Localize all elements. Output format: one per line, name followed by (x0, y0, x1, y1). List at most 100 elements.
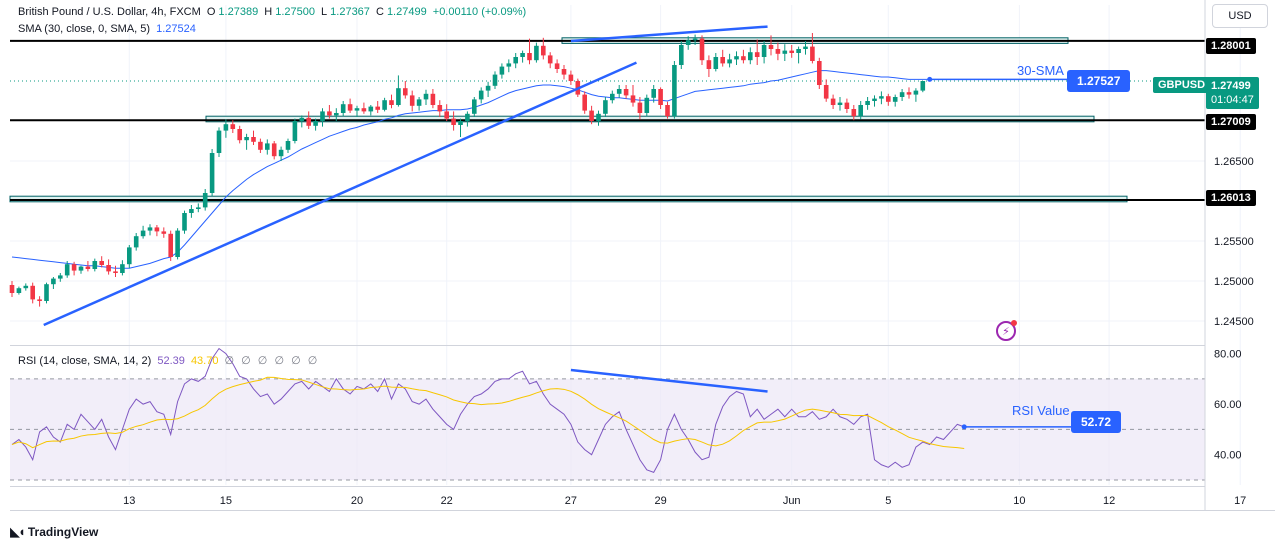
candles (9, 33, 926, 307)
y-tick-label: 1.24500 (1214, 316, 1254, 328)
currency-button[interactable]: USD (1212, 4, 1268, 28)
candle-body-47 (334, 113, 339, 116)
x-tick-label: 22 (441, 495, 453, 507)
high-value: 1.27500 (275, 6, 315, 18)
candle-body-61 (430, 93, 436, 105)
candle-body-39 (278, 149, 284, 157)
candle-body-63 (444, 111, 449, 119)
candle-body-97 (679, 45, 684, 65)
candle-body-62 (437, 105, 443, 112)
sma-title: SMA (30, close, 0, SMA, 5) (18, 23, 151, 35)
candle-body-41 (292, 121, 298, 141)
candle-body-119 (830, 98, 836, 105)
candle-body-51 (361, 108, 367, 112)
candle-body-117 (817, 61, 822, 85)
symbol-tag: GBPUSD (1153, 77, 1211, 93)
sma-annotation-dot (927, 76, 933, 82)
branding-text: TradingView (27, 525, 99, 539)
candle-body-99 (692, 38, 698, 41)
candle-body-30 (216, 130, 222, 153)
candle-body-68 (478, 90, 484, 100)
tradingview-mark-icon: ◣◖ (10, 524, 26, 539)
close-value: 1.27499 (386, 6, 427, 18)
rsi-annotation-tag: 52.72 (1071, 411, 1122, 433)
candle-body-111 (775, 49, 781, 54)
x-tick-label: 12 (1103, 495, 1115, 507)
candle-body-67 (472, 99, 477, 114)
candle-body-130 (906, 92, 912, 95)
candle-body-14 (106, 265, 111, 272)
x-tick-label: 10 (1013, 495, 1025, 507)
x-tick-label: 17 (1234, 495, 1246, 507)
rsi-y-tick-label: 80.00 (1214, 349, 1242, 361)
candle-body-12 (92, 261, 98, 269)
y-tick-label: 1.25500 (1214, 236, 1254, 248)
candle-body-27 (196, 207, 201, 209)
rsi-annotation-dot (961, 424, 967, 430)
sma-legend[interactable]: SMA (30, close, 0, SMA, 5) 1.27524 (18, 23, 199, 35)
candle-body-131 (913, 90, 919, 95)
candle-body-50 (354, 108, 360, 111)
candle-body-26 (189, 209, 194, 213)
candle-body-55 (389, 100, 394, 105)
rsi-ma-line (11, 376, 965, 450)
candle-body-52 (368, 106, 374, 112)
tradingview-logo[interactable]: ◣◖ TradingView (10, 524, 98, 540)
low-label: L (321, 6, 328, 18)
last-price: 1.27499 (1211, 80, 1251, 92)
candle-body-21 (154, 227, 160, 232)
candle-body-113 (789, 50, 794, 53)
change-value: +0.00110 (+0.09%) (432, 6, 527, 18)
candle-body-46 (327, 111, 332, 116)
candle-body-81 (568, 74, 574, 81)
candle-body-3 (30, 285, 35, 300)
candle-body-60 (423, 93, 429, 100)
candle-body-93 (651, 89, 656, 98)
level-tag-2: 1.27009 (1206, 114, 1256, 130)
lightning-icon[interactable]: ⚡ (996, 320, 1017, 341)
rsi-divergence-line (570, 368, 768, 393)
close-label: C (375, 6, 384, 18)
candle-body-122 (851, 109, 857, 117)
level-tag-1: 1.28001 (1206, 38, 1256, 54)
candle-body-84 (589, 110, 594, 121)
symbol-title: British Pound / U.S. Dollar, 4h, FXCM (18, 6, 201, 18)
candle-body-65 (458, 121, 463, 125)
candle-body-8 (64, 264, 70, 276)
candle-body-78 (547, 55, 553, 64)
candle-body-53 (375, 106, 380, 110)
candle-body-36 (258, 141, 263, 150)
rsi-line (11, 347, 965, 473)
candle-body-70 (492, 74, 498, 86)
candle-body-128 (892, 97, 898, 102)
rsi-empty-values: ∅ ∅ ∅ ∅ ∅ ∅ (224, 355, 320, 367)
countdown: 01:04:47 (1211, 94, 1254, 106)
candle-body-121 (844, 102, 850, 109)
last-price-tag: 1.27499 01:04:47 (1206, 77, 1259, 109)
candle-body-129 (899, 92, 905, 97)
candle-body-10 (78, 266, 84, 271)
y-tick-label: 1.26500 (1214, 156, 1254, 168)
trendlines (43, 25, 768, 393)
candle-body-95 (665, 105, 670, 117)
candle-body-112 (782, 50, 788, 54)
candle-body-76 (534, 45, 539, 61)
support-resistance-zones (9, 37, 1205, 203)
candle-body-17 (127, 247, 132, 265)
candle-body-108 (754, 52, 760, 57)
candle-body-20 (147, 227, 153, 231)
x-tick-label: 29 (654, 495, 666, 507)
candle-body-18 (133, 236, 139, 248)
price-upper-trend-line (570, 25, 768, 43)
candle-body-110 (768, 45, 774, 49)
candle-body-125 (872, 98, 877, 101)
candle-body-59 (416, 99, 422, 106)
candle-body-109 (761, 45, 767, 57)
candle-body-58 (409, 95, 415, 106)
rsi-legend[interactable]: RSI (14, close, SMA, 14, 2) 52.39 43.70 … (18, 354, 322, 367)
candle-body-88 (616, 89, 622, 94)
candle-body-75 (527, 53, 532, 61)
candle-body-120 (837, 102, 843, 105)
candle-body-11 (85, 266, 91, 269)
candle-body-38 (271, 143, 277, 157)
